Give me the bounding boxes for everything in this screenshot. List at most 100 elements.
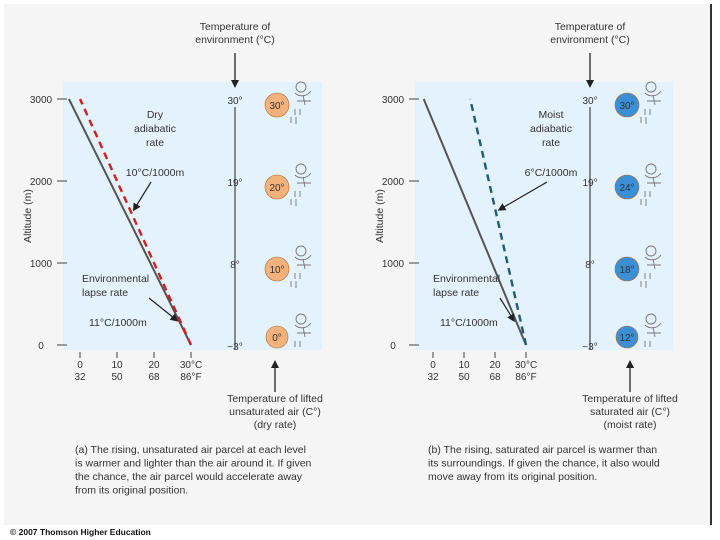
person-figure-icon — [640, 163, 662, 206]
environment-temperature: 8° — [585, 260, 595, 271]
temperature-tick-label-f: 32 — [74, 372, 86, 383]
env-lapse-label-line: Environmental — [433, 273, 500, 285]
environmental-lapse-rate-line — [68, 98, 192, 346]
altitude-tick-label: 3000 — [382, 95, 405, 106]
caption-line: the chance, the air parcel would acceler… — [75, 471, 303, 483]
parcel-rate-label-line: Moist — [538, 109, 563, 121]
env-lapse-arrow — [148, 297, 179, 322]
parcel-rate-arrow — [132, 181, 152, 212]
air-parcel-balloon — [264, 92, 290, 118]
person-figure-icon — [644, 313, 662, 347]
caption-line: is warmer and lighter than the air aroun… — [75, 458, 312, 470]
parcel-temperature: 20° — [269, 183, 284, 194]
copyright-notice: © 2007 Thomson Higher Education — [10, 527, 151, 537]
temperature-tick-label-f: 50 — [111, 372, 123, 383]
env-lapse-rate-value: 11°C/1000m — [89, 317, 147, 329]
lifted-air-label-line: saturated air (C°) — [590, 406, 670, 418]
temperature-tick-label-c: 10 — [458, 360, 470, 371]
env-lapse-label-line: lapse rate — [433, 287, 479, 299]
environment-temperature: −3° — [582, 342, 597, 353]
environment-header-line: environment (°C) — [195, 34, 274, 46]
caption-line: (b) The rising, saturated air parcel is … — [428, 444, 657, 456]
person-figure-icon — [640, 245, 662, 288]
person-figure-icon — [290, 81, 312, 124]
air-parcel-balloon — [614, 92, 640, 118]
env-lapse-label-line: Environmental — [82, 273, 149, 285]
caption-line: its surroundings. If given the chance, i… — [428, 458, 660, 470]
lifted-air-label-line: Temperature of lifted — [227, 393, 323, 405]
temperature-tick-label-f: 86°F — [515, 372, 536, 383]
person-figure-icon — [290, 163, 312, 206]
altitude-tick-label: 2000 — [30, 177, 53, 188]
temperature-tick-label-c: 20 — [148, 360, 160, 371]
temperature-tick-label-f: 50 — [458, 372, 470, 383]
y-axis-label: Altitude (m) — [374, 189, 386, 243]
parcel-temperature: 18° — [619, 265, 634, 276]
environment-temperature: 30° — [227, 96, 242, 107]
lifted-air-label-line: (moist rate) — [603, 419, 656, 431]
environment-temperature: 8° — [230, 260, 240, 271]
altitude-tick-label: 1000 — [382, 259, 405, 270]
adiabatic-rate-line — [78, 98, 193, 346]
adiabatic-rate-line — [469, 98, 528, 346]
lifted-air-label-line: Temperature of lifted — [582, 393, 678, 405]
env-lapse-rate-value: 11°C/1000m — [440, 317, 498, 329]
temperature-tick-label-c: 10 — [111, 360, 123, 371]
air-parcel-balloon — [614, 256, 640, 282]
plot-background — [415, 82, 673, 350]
caption-line: from its original position. — [75, 485, 188, 497]
temperature-tick-label-f: 68 — [148, 372, 160, 383]
env-lapse-label-line: lapse rate — [82, 287, 128, 299]
parcel-rate-label-line: adiabatic — [134, 123, 176, 135]
temperature-tick-label-f: 68 — [489, 372, 501, 383]
parcel-rate-label-line: rate — [542, 137, 560, 149]
altitude-tick-label: 3000 — [30, 95, 53, 106]
altitude-tick-label: 2000 — [382, 177, 405, 188]
parcel-rate-label-line: Dry — [147, 109, 164, 121]
temperature-tick-label-f: 32 — [427, 372, 439, 383]
environment-temperature: 19° — [582, 178, 597, 189]
parcel-rate-label-line: rate — [146, 137, 164, 149]
temperature-tick-label-c: 0 — [430, 360, 436, 371]
parcel-temperature: 30° — [619, 101, 634, 112]
caption-line: move away from its original position. — [428, 471, 597, 483]
lifted-air-label-line: unsaturated air (C°) — [229, 406, 321, 418]
environment-header-line: Temperature of — [555, 21, 626, 33]
plot-background — [63, 82, 322, 350]
lifted-air-label-line: (dry rate) — [254, 419, 297, 431]
air-parcel-balloon — [264, 256, 290, 282]
env-lapse-arrow — [499, 297, 515, 323]
caption-line: (a) The rising, unsaturated air parcel a… — [75, 444, 306, 456]
temperature-tick-label-c: 0 — [77, 360, 83, 371]
parcel-temperature: 24° — [619, 183, 634, 194]
environment-header-line: environment (°C) — [550, 34, 629, 46]
person-figure-icon — [290, 245, 312, 288]
altitude-tick-label: 0 — [390, 341, 396, 352]
altitude-tick-label: 0 — [38, 341, 44, 352]
temperature-tick-label-c: 30°C — [180, 360, 202, 371]
air-parcel-balloon — [264, 174, 290, 200]
parcel-rate-value: 6°C/1000m — [525, 167, 578, 179]
environment-header-line: Temperature of — [200, 21, 271, 33]
parcel-rate-label-line: adiabatic — [530, 123, 572, 135]
parcel-temperature: 10° — [269, 265, 284, 276]
environmental-lapse-rate-line — [422, 98, 527, 346]
parcel-rate-value: 10°C/1000m — [126, 167, 185, 179]
air-parcel-balloon — [615, 325, 639, 349]
parcel-temperature: 0° — [272, 333, 282, 344]
environment-temperature: 19° — [227, 178, 242, 189]
temperature-tick-label-c: 30°C — [515, 360, 537, 371]
parcel-temperature: 30° — [269, 101, 284, 112]
person-figure-icon — [294, 313, 312, 347]
altitude-tick-label: 1000 — [30, 259, 53, 270]
temperature-tick-label-c: 20 — [489, 360, 501, 371]
air-parcel-balloon — [614, 174, 640, 200]
environment-temperature: 30° — [582, 96, 597, 107]
temperature-tick-label-f: 86°F — [180, 372, 201, 383]
parcel-rate-arrow — [497, 181, 548, 211]
person-figure-icon — [640, 81, 662, 124]
environment-temperature: −3° — [227, 342, 242, 353]
